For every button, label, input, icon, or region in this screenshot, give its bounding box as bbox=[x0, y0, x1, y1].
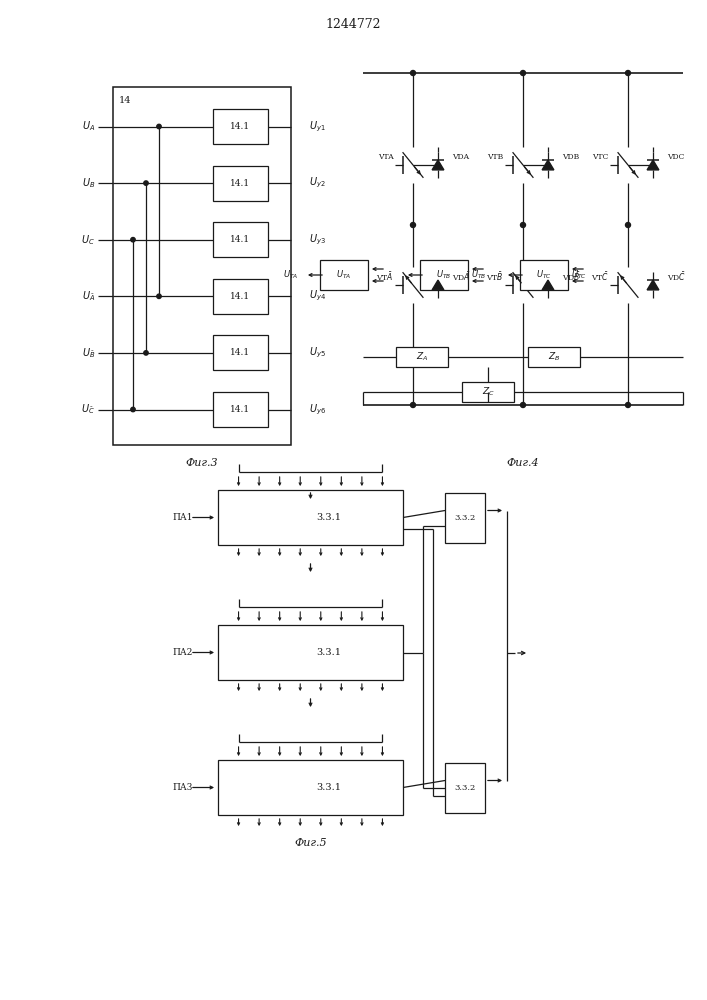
Text: VDB: VDB bbox=[562, 153, 579, 161]
Text: VT$\bar{B}$: VT$\bar{B}$ bbox=[486, 271, 504, 283]
Text: 14.1: 14.1 bbox=[230, 292, 250, 301]
Text: VTC: VTC bbox=[592, 153, 609, 161]
Text: 3.3.2: 3.3.2 bbox=[455, 784, 476, 792]
Text: 14.1: 14.1 bbox=[230, 235, 250, 244]
Bar bbox=[213, 109, 268, 144]
Polygon shape bbox=[542, 280, 554, 290]
Polygon shape bbox=[647, 280, 659, 290]
Bar bbox=[213, 279, 268, 314]
Text: ПА2: ПА2 bbox=[173, 648, 193, 657]
Polygon shape bbox=[647, 160, 659, 170]
Text: 3.3.1: 3.3.1 bbox=[317, 513, 341, 522]
Text: 14.1: 14.1 bbox=[230, 179, 250, 188]
Polygon shape bbox=[432, 280, 444, 290]
Text: $Z_A$: $Z_A$ bbox=[416, 351, 428, 363]
Text: ПА3: ПА3 bbox=[173, 783, 193, 792]
Text: $U_{y1}$: $U_{y1}$ bbox=[309, 119, 326, 134]
Bar bbox=[396, 347, 448, 367]
Circle shape bbox=[131, 407, 135, 412]
Circle shape bbox=[411, 223, 416, 228]
Bar bbox=[445, 763, 485, 813]
Bar bbox=[213, 222, 268, 257]
Text: $U_{TB}$: $U_{TB}$ bbox=[471, 269, 486, 281]
Text: VD$\bar{A}$: VD$\bar{A}$ bbox=[452, 271, 470, 283]
Text: $U_C$: $U_C$ bbox=[81, 233, 95, 247]
Text: $U_{\bar{B}}$: $U_{\bar{B}}$ bbox=[81, 346, 95, 360]
Text: 14: 14 bbox=[119, 96, 132, 105]
Text: $U_{TC}$: $U_{TC}$ bbox=[536, 269, 552, 281]
Bar bbox=[213, 335, 268, 370]
Bar bbox=[213, 166, 268, 201]
Text: Фиг.5: Фиг.5 bbox=[294, 838, 327, 848]
Circle shape bbox=[157, 124, 161, 129]
Bar bbox=[218, 625, 403, 680]
Text: $U_A$: $U_A$ bbox=[82, 120, 95, 133]
Text: $U_{y2}$: $U_{y2}$ bbox=[309, 176, 326, 190]
Text: Фиг.3: Фиг.3 bbox=[186, 458, 218, 468]
Text: ПА1: ПА1 bbox=[173, 513, 193, 522]
Text: $U_{\bar{C}}$: $U_{\bar{C}}$ bbox=[81, 403, 95, 416]
Text: $U_{TC}$: $U_{TC}$ bbox=[571, 269, 587, 281]
Text: 14.1: 14.1 bbox=[230, 405, 250, 414]
Circle shape bbox=[144, 181, 148, 185]
Bar bbox=[320, 260, 368, 290]
Text: $U_{TA}$: $U_{TA}$ bbox=[283, 269, 298, 281]
Circle shape bbox=[520, 223, 525, 228]
Text: $U_{y5}$: $U_{y5}$ bbox=[309, 346, 326, 360]
Circle shape bbox=[626, 223, 631, 228]
Text: 3.3.2: 3.3.2 bbox=[455, 514, 476, 522]
Polygon shape bbox=[542, 160, 554, 170]
Text: VTB: VTB bbox=[488, 153, 504, 161]
Text: VD$\bar{C}$: VD$\bar{C}$ bbox=[667, 271, 686, 283]
Polygon shape bbox=[432, 160, 444, 170]
Bar bbox=[420, 260, 468, 290]
Bar bbox=[113, 87, 291, 445]
Text: $Z_C$: $Z_C$ bbox=[481, 386, 494, 398]
Bar bbox=[213, 392, 268, 427]
Text: 1244772: 1244772 bbox=[325, 18, 381, 31]
Text: VTA: VTA bbox=[378, 153, 394, 161]
Text: VD$\bar{B}$: VD$\bar{B}$ bbox=[562, 271, 580, 283]
Text: $U_{y3}$: $U_{y3}$ bbox=[309, 232, 326, 247]
Text: VDA: VDA bbox=[452, 153, 469, 161]
Text: 14.1: 14.1 bbox=[230, 122, 250, 131]
Circle shape bbox=[411, 70, 416, 76]
Text: $U_{\bar{A}}$: $U_{\bar{A}}$ bbox=[82, 289, 95, 303]
Circle shape bbox=[520, 70, 525, 76]
Text: $U_{y4}$: $U_{y4}$ bbox=[309, 289, 326, 304]
Text: 3.3.1: 3.3.1 bbox=[317, 648, 341, 657]
Text: 14.1: 14.1 bbox=[230, 348, 250, 357]
Circle shape bbox=[411, 402, 416, 408]
Bar bbox=[218, 490, 403, 545]
Text: $Z_B$: $Z_B$ bbox=[548, 351, 560, 363]
Circle shape bbox=[626, 70, 631, 76]
Text: $U_{TA}$: $U_{TA}$ bbox=[337, 269, 351, 281]
Circle shape bbox=[144, 351, 148, 355]
Bar bbox=[528, 347, 580, 367]
Circle shape bbox=[131, 237, 135, 242]
Text: VT$\bar{C}$: VT$\bar{C}$ bbox=[591, 271, 609, 283]
Text: $U_B$: $U_B$ bbox=[81, 176, 95, 190]
Text: $U_{TB}$: $U_{TB}$ bbox=[436, 269, 452, 281]
Text: $U_{y6}$: $U_{y6}$ bbox=[309, 402, 326, 417]
Circle shape bbox=[157, 294, 161, 298]
Bar bbox=[462, 382, 514, 402]
Bar bbox=[218, 760, 403, 815]
Text: 3.3.1: 3.3.1 bbox=[317, 783, 341, 792]
Text: VDC: VDC bbox=[667, 153, 684, 161]
Bar bbox=[445, 493, 485, 543]
Bar bbox=[520, 260, 568, 290]
Text: Фиг.4: Фиг.4 bbox=[507, 458, 539, 468]
Text: VT$\bar{A}$: VT$\bar{A}$ bbox=[376, 271, 394, 283]
Circle shape bbox=[626, 402, 631, 408]
Circle shape bbox=[520, 402, 525, 408]
